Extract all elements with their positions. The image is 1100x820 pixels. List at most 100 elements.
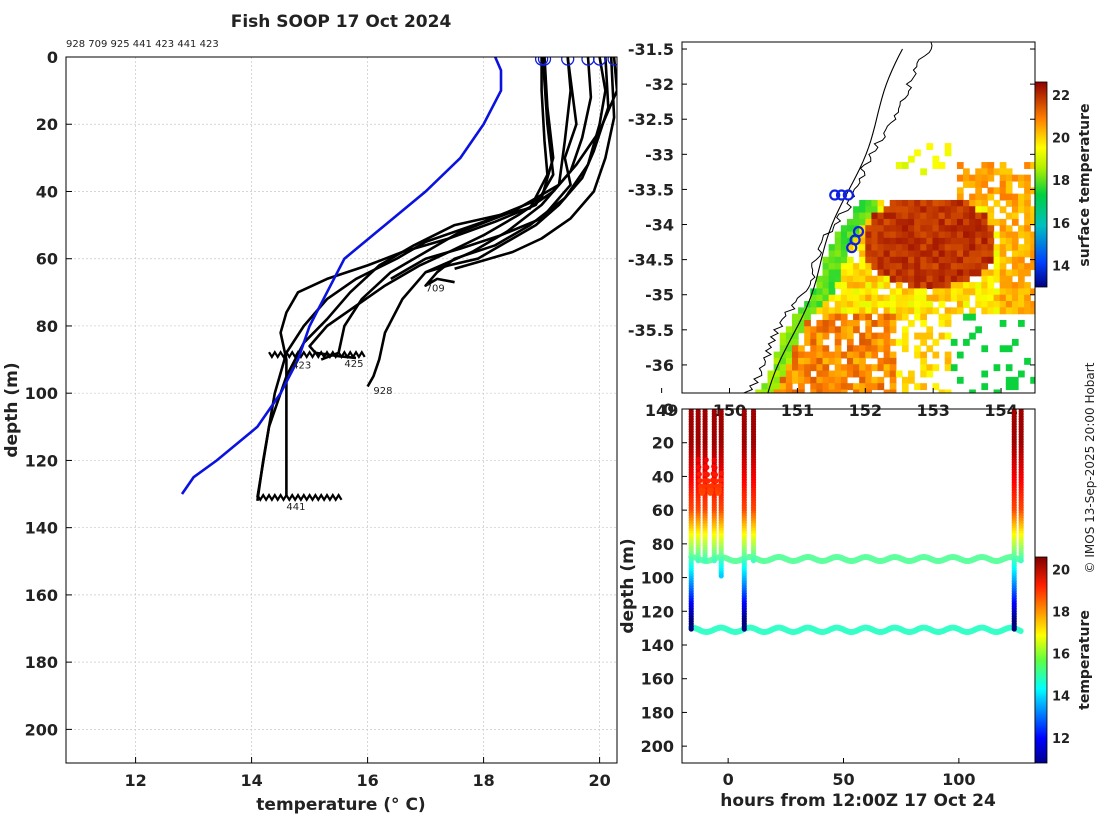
sst-cell	[914, 269, 921, 277]
sst-cell	[963, 301, 970, 308]
sst-cell	[1018, 256, 1025, 264]
sst-cell	[1005, 275, 1013, 283]
cast-point	[1011, 626, 1017, 632]
sst-cell	[889, 212, 897, 220]
sst-cell	[920, 225, 927, 233]
sst-cell	[981, 237, 989, 245]
sst-cell	[981, 162, 989, 169]
sst-cell	[853, 269, 860, 277]
sst-cell	[944, 143, 952, 151]
sst-cell	[883, 313, 891, 321]
profile-x-tick-label: 12	[124, 771, 146, 790]
sst-cell	[914, 218, 921, 226]
sst-cell	[877, 199, 885, 207]
sst-cell	[1024, 294, 1031, 302]
sst-cell	[810, 338, 818, 346]
sst-cell	[871, 237, 879, 245]
sst-cell	[999, 275, 1007, 283]
sst-cell	[993, 187, 1001, 195]
sst-cell	[791, 338, 799, 346]
sst-cell	[865, 332, 872, 340]
sst-cell	[834, 294, 842, 302]
sst-cell	[865, 282, 872, 290]
sst-cell	[834, 313, 842, 321]
sst-cell	[871, 383, 879, 391]
sst-cell	[987, 193, 995, 201]
sst-cell	[950, 263, 958, 271]
sst-cell	[791, 345, 799, 353]
sst-cell	[1011, 256, 1019, 264]
sst-cell	[901, 199, 909, 207]
sst-cell	[987, 206, 995, 214]
sst-cell	[969, 313, 976, 321]
sst-cell	[963, 256, 970, 264]
surface-temperature-colorbar-ticks: 14 16 18 20 22	[1052, 89, 1070, 275]
sst-cell	[987, 288, 995, 296]
sst-cell	[932, 218, 940, 226]
sst-cell	[1011, 193, 1019, 201]
sst-cell	[828, 288, 836, 296]
sst-cell	[956, 275, 964, 283]
sst-cell	[895, 338, 903, 346]
sst-cell	[859, 288, 866, 296]
sst-cell	[853, 313, 860, 321]
sst-cell	[914, 225, 921, 233]
sst-cell	[938, 162, 946, 169]
section-y-tick-label: 100	[641, 569, 674, 588]
sst-cell	[816, 351, 824, 359]
sst-cell	[993, 307, 1001, 315]
sst-cell	[865, 269, 872, 277]
sst-cell	[773, 351, 781, 359]
sst-cell	[865, 307, 872, 315]
sst-cell	[877, 263, 885, 271]
sst-cell	[932, 351, 940, 359]
sst-cell	[944, 199, 952, 207]
sst-cell	[1030, 256, 1035, 264]
sst-cell	[798, 357, 805, 365]
sst-cell	[828, 351, 836, 359]
sst-cell	[834, 364, 842, 372]
sst-cell	[785, 370, 793, 378]
sst-cell	[865, 225, 872, 233]
sst-cell	[920, 294, 927, 302]
sst-cell	[956, 244, 964, 252]
sst-cell	[975, 218, 982, 226]
sst-cell	[834, 383, 842, 391]
profile-x-tick-label: 18	[472, 771, 494, 790]
sst-cell	[798, 383, 805, 391]
sst-cell	[871, 338, 879, 346]
sst-cell	[828, 250, 836, 258]
sst-cell	[993, 256, 1001, 264]
sst-cell	[914, 206, 921, 214]
sst-cell	[834, 351, 842, 359]
sst-cell	[999, 301, 1007, 308]
sst-cell	[1030, 187, 1035, 195]
sst-cell	[956, 231, 964, 239]
sst-cell	[785, 364, 793, 372]
sst-cell	[981, 231, 989, 239]
profile-line-p4	[366, 57, 593, 388]
sst-cell	[840, 275, 848, 283]
sst-cell	[834, 263, 842, 271]
sst-cell	[944, 313, 952, 321]
profile-end-label: 441	[286, 502, 305, 513]
sst-cell	[1024, 162, 1031, 169]
sst-cell	[883, 206, 891, 214]
sst-cell	[932, 231, 940, 239]
sst-cell	[999, 263, 1007, 271]
sst-cell	[791, 376, 799, 384]
sst-cell	[822, 288, 830, 296]
sst-cell	[804, 307, 811, 315]
sst-cell	[938, 199, 946, 207]
sst-cell	[828, 376, 836, 384]
sst-cell	[950, 212, 958, 220]
surface-station-marker	[607, 57, 617, 66]
sst-cell	[932, 307, 940, 315]
sst-cell	[822, 332, 830, 340]
profile-line-p1	[256, 57, 549, 498]
temperature-colorbar-ticks: 12 14 16 18 20	[1052, 564, 1070, 747]
sst-cell	[981, 250, 989, 258]
sst-cell	[944, 212, 952, 220]
yoyo-point	[700, 487, 706, 493]
sst-cell	[846, 218, 854, 226]
